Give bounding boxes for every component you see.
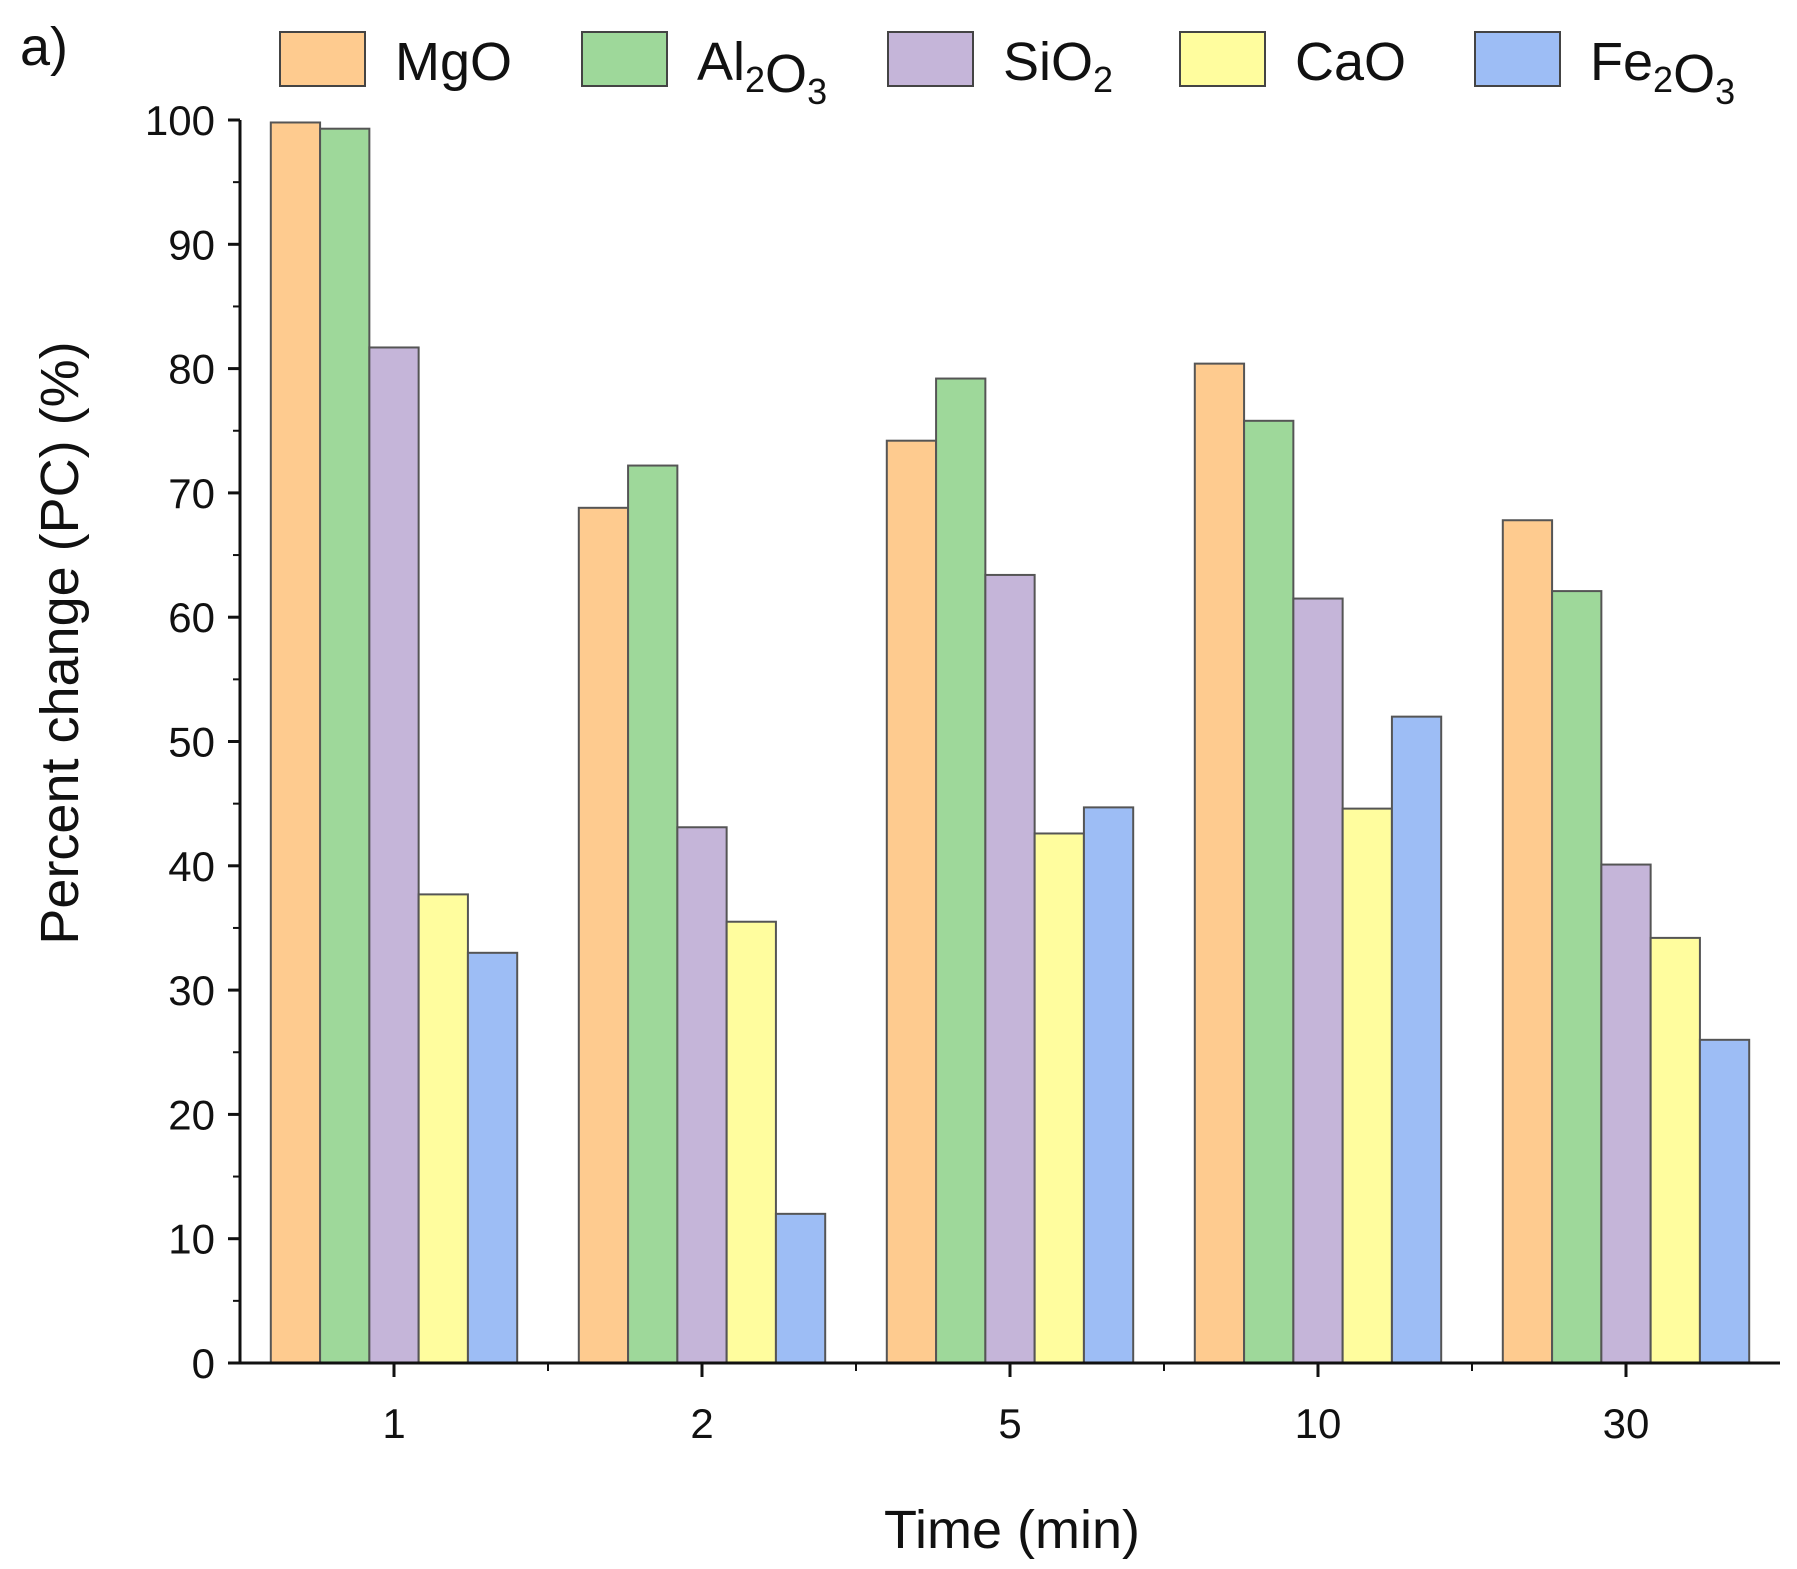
bars xyxy=(269,121,1751,1365)
bar-sio2-t10 xyxy=(1292,597,1344,1364)
bar-mgo-t30 xyxy=(1501,519,1554,1364)
bar-al2o3-t1 xyxy=(319,127,371,1364)
legend: MgO Al2O3 SiO2 CaO Fe2O3 xyxy=(279,31,1735,112)
y-axis-title: Percent change (PC) (%) xyxy=(30,341,90,944)
y-tick-label: 60 xyxy=(168,594,215,641)
bar-mgo-t1 xyxy=(269,121,322,1365)
y-tick-label: 90 xyxy=(168,221,215,268)
bar-mgo-t2 xyxy=(577,506,630,1365)
legend-label-mgo: MgO xyxy=(395,32,512,92)
x-tick-label: 1 xyxy=(382,1400,405,1447)
x-tick-label: 10 xyxy=(1295,1400,1342,1447)
legend-label-cao: CaO xyxy=(1295,32,1406,92)
x-tick-label: 5 xyxy=(998,1400,1021,1447)
bar-cao-t30 xyxy=(1649,936,1701,1364)
x-tick-label: 2 xyxy=(690,1400,713,1447)
legend-swatch-mgo xyxy=(279,31,366,87)
legend-swatch-fe2o3 xyxy=(1474,31,1561,87)
bar-fe2o3-t30 xyxy=(1698,1038,1751,1364)
x-axis-title: Time (min) xyxy=(884,1500,1140,1560)
y-tick-label: 0 xyxy=(192,1340,215,1387)
legend-label-fe2o3: Fe2O3 xyxy=(1590,32,1735,112)
y-tick-label: 40 xyxy=(168,843,215,890)
bar-fe2o3-t1 xyxy=(466,951,519,1364)
bar-cao-t5 xyxy=(1033,832,1085,1364)
y-tick-label: 20 xyxy=(168,1091,215,1138)
bar-al2o3-t10 xyxy=(1243,419,1295,1364)
bar-fe2o3-t10 xyxy=(1390,715,1443,1364)
bar-cao-t10 xyxy=(1341,807,1393,1364)
bar-cao-t1 xyxy=(417,893,469,1364)
x-tick-label: 30 xyxy=(1603,1400,1650,1447)
bar-cao-t2 xyxy=(725,920,777,1364)
y-tick-label: 30 xyxy=(168,967,215,1014)
legend-swatch-cao xyxy=(1179,31,1266,87)
y-tick-label: 50 xyxy=(168,719,215,766)
bar-sio2-t2 xyxy=(676,826,728,1364)
bar-sio2-t1 xyxy=(368,346,420,1364)
bar-sio2-t5 xyxy=(984,573,1036,1364)
legend-label-al2o3: Al2O3 xyxy=(697,32,827,112)
bar-fe2o3-t2 xyxy=(774,1212,827,1364)
legend-swatch-al2o3 xyxy=(581,31,668,87)
bar-sio2-t30 xyxy=(1600,863,1652,1364)
y-tick-label: 80 xyxy=(168,346,215,393)
legend-label-sio2: SiO2 xyxy=(1003,32,1113,100)
bar-mgo-t5 xyxy=(885,439,938,1365)
bar-al2o3-t30 xyxy=(1551,590,1603,1364)
bar-mgo-t10 xyxy=(1193,362,1246,1364)
bar-al2o3-t5 xyxy=(935,377,987,1364)
bar-fe2o3-t5 xyxy=(1082,806,1135,1364)
legend-swatch-sio2 xyxy=(887,31,974,87)
y-tick-label: 10 xyxy=(168,1216,215,1263)
x-ticks: 1 2 5 10 30 xyxy=(382,1363,1649,1447)
y-tick-label: 100 xyxy=(145,97,215,144)
bar-al2o3-t2 xyxy=(627,464,679,1364)
y-tick-label: 70 xyxy=(168,470,215,517)
panel-label: a) xyxy=(20,17,68,77)
y-ticks: 0 10 20 30 40 50 60 70 80 90 100 xyxy=(145,97,240,1387)
